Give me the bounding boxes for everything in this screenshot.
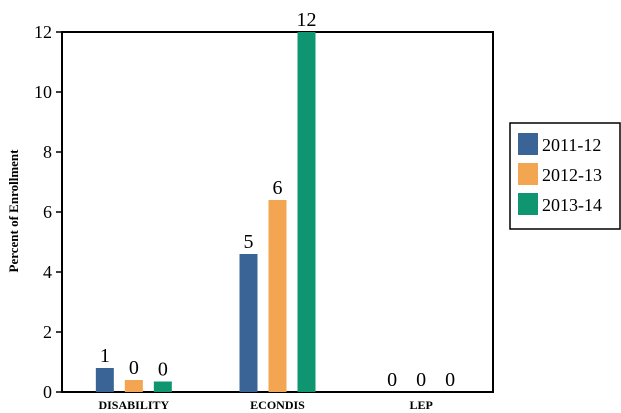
data-label: 0 — [445, 369, 455, 391]
legend: 2011-12 2012-13 2013-14 — [509, 122, 621, 230]
y-axis-label: Percent of Enrollment — [6, 149, 21, 273]
y-tick-label: 10 — [34, 82, 52, 102]
data-label: 0 — [416, 369, 426, 391]
bar-econdis-2012-13 — [268, 200, 287, 392]
x-category-label: ECONDIS — [250, 398, 305, 412]
x-category-label: DISABILITY — [98, 398, 169, 412]
data-label: 1 — [100, 345, 110, 367]
bar-econdis-2013-14 — [297, 32, 316, 392]
y-tick-label: 12 — [34, 22, 52, 42]
x-category-label: LEP — [409, 398, 432, 412]
data-label: 12 — [297, 9, 317, 31]
data-label: 5 — [244, 231, 254, 253]
legend-label: 2011-12 — [542, 135, 601, 155]
y-tick-label: 0 — [43, 382, 52, 402]
bar-econdis-2011-12 — [239, 254, 258, 392]
data-label: 0 — [158, 359, 168, 381]
data-label: 0 — [129, 357, 139, 379]
legend-label: 2012-13 — [542, 165, 602, 185]
bar-disability-2011-12 — [95, 368, 114, 392]
data-label: 6 — [273, 177, 283, 199]
legend-swatch — [518, 163, 538, 185]
x-axis-labels: DISABILITY ECONDIS LEP — [98, 398, 432, 412]
data-label: 0 — [387, 369, 397, 391]
legend-swatch — [518, 193, 538, 215]
bar-disability-2012-13 — [124, 380, 143, 392]
y-tick-label: 4 — [43, 262, 52, 282]
y-axis-ticks: 0 2 4 6 8 10 12 — [34, 22, 62, 402]
legend-label: 2013-14 — [542, 195, 602, 215]
y-tick-label: 8 — [43, 142, 52, 162]
y-tick-label: 2 — [43, 322, 52, 342]
bar-disability-2013-14 — [153, 381, 172, 392]
legend-swatch — [518, 133, 538, 155]
y-tick-label: 6 — [43, 202, 52, 222]
